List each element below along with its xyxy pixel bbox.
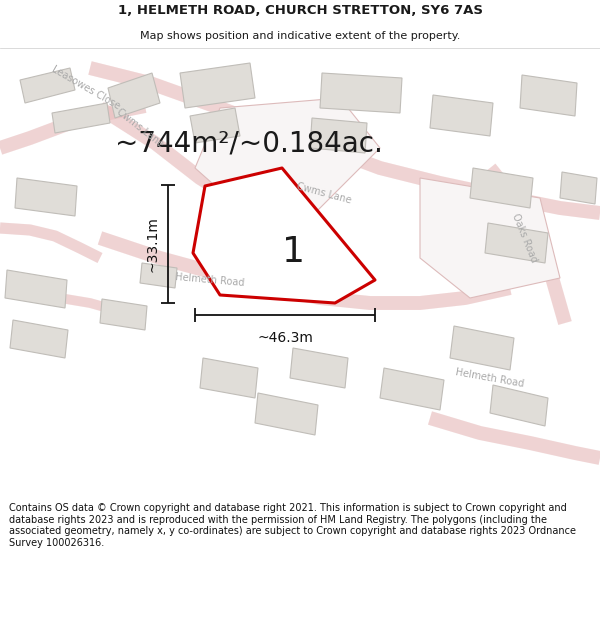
Polygon shape [490,385,548,426]
Text: Helmeth Road: Helmeth Road [455,367,525,389]
Text: Oaks Road: Oaks Road [510,212,539,264]
Polygon shape [190,108,240,143]
Polygon shape [140,263,177,288]
Polygon shape [255,393,318,435]
Polygon shape [290,348,348,388]
Text: ~46.3m: ~46.3m [257,331,313,345]
Text: Cwms Lane: Cwms Lane [295,181,352,205]
Polygon shape [15,178,77,216]
Polygon shape [5,270,67,308]
Polygon shape [380,368,444,410]
Text: Contains OS data © Crown copyright and database right 2021. This information is : Contains OS data © Crown copyright and d… [9,503,576,548]
Polygon shape [108,73,160,118]
Text: Leasowes Close: Leasowes Close [50,64,122,112]
Text: Map shows position and indicative extent of the property.: Map shows position and indicative extent… [140,31,460,41]
Polygon shape [52,103,110,133]
Polygon shape [180,63,255,108]
Polygon shape [420,178,560,298]
Polygon shape [193,168,375,303]
Polygon shape [200,358,258,398]
Text: 1, HELMETH ROAD, CHURCH STRETTON, SY6 7AS: 1, HELMETH ROAD, CHURCH STRETTON, SY6 7A… [118,4,482,17]
Text: Cwms Lane: Cwms Lane [115,107,166,149]
Polygon shape [20,68,75,103]
Text: Helmeth Road: Helmeth Road [175,272,245,288]
Polygon shape [470,168,533,208]
Polygon shape [10,320,68,358]
Polygon shape [520,75,577,116]
Polygon shape [430,95,493,136]
Text: 1: 1 [282,236,305,269]
Text: ~33.1m: ~33.1m [146,216,160,272]
Polygon shape [195,98,380,218]
Text: ~744m²/~0.184ac.: ~744m²/~0.184ac. [115,129,383,157]
Polygon shape [485,223,548,263]
Polygon shape [320,73,402,113]
Polygon shape [560,172,597,204]
Polygon shape [450,326,514,370]
Polygon shape [310,118,367,153]
Polygon shape [100,299,147,330]
